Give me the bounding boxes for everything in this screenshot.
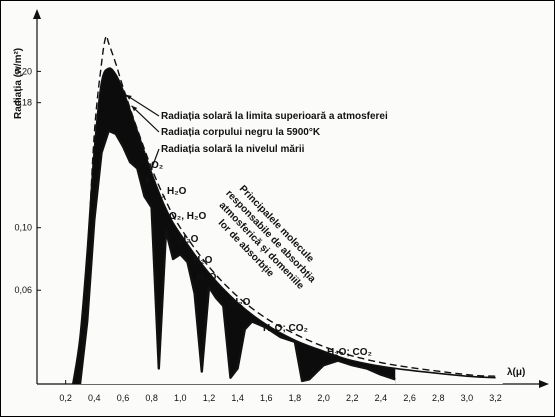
x-axis-arrow-icon: [539, 380, 549, 388]
x-tick-label: 3,2: [489, 393, 502, 403]
x-tick-label: 0,6: [117, 393, 130, 403]
absorption-gas-label: H₂O; CO₂: [263, 323, 308, 334]
curve-label-sea-level: Radiația solară la nivelul mării: [161, 144, 305, 155]
x-tick-label: 0,2: [59, 393, 72, 403]
series-line-blackbody: [79, 35, 496, 385]
x-tick-label: 0,4: [88, 393, 101, 403]
series-line-top-atmosphere: [72, 67, 496, 385]
y-tick-label: 0,20: [14, 66, 32, 76]
absorption-annotation: Principalele molecule responsabile de ab…: [216, 183, 318, 292]
gas-leader-line: [188, 258, 192, 266]
gas-leader-line: [176, 242, 184, 245]
leader-arrow-icon: [131, 105, 138, 112]
x-tick-label: 2,6: [403, 393, 416, 403]
leader-line: [145, 148, 160, 185]
tail-clear: [395, 305, 503, 384]
x-tick-label: 0,8: [145, 393, 158, 403]
y-tick-label: 0,10: [14, 223, 32, 233]
curve-label-blackbody: Radiația corpului negru la 5900°K: [161, 127, 321, 138]
leader-arrow-icon: [145, 177, 151, 184]
series-line-sea-level: [78, 129, 396, 385]
gas-leader-line: [157, 195, 166, 200]
x-tick-label: 3,0: [461, 393, 474, 403]
x-tick-label: 2,8: [432, 393, 445, 403]
leader-line: [125, 94, 160, 117]
absorption-gas-label: H₂O: [179, 234, 199, 245]
gas-leader-line: [228, 305, 235, 308]
absorption-gas-label: H₂O: [231, 297, 251, 308]
absorption-gas-label: O₂, H₂O: [169, 211, 206, 222]
x-tick-label: 1,0: [174, 393, 187, 403]
x-axis-title: λ(μ): [507, 367, 525, 378]
absorption-gas-label: H₂O: [167, 186, 187, 197]
absorption-gas-label: H₂O: [193, 255, 213, 266]
gas-leader-line: [166, 220, 171, 228]
leader-line: [131, 105, 160, 133]
leader-arrow-icon: [125, 94, 132, 100]
x-tick-label: 1,6: [260, 393, 273, 403]
x-tick-label: 2,0: [317, 393, 330, 403]
sea-level-area: [79, 130, 396, 384]
x-tick-label: 1,2: [203, 393, 216, 403]
absorption-gas-label: O₂: [151, 160, 163, 171]
y-tick-label: 0,18: [14, 98, 32, 108]
absorption-gas-label: H₂O; CO₂: [327, 347, 372, 358]
x-tick-label: 1,8: [289, 393, 302, 403]
y-axis-arrow-icon: [33, 9, 41, 19]
x-tick-label: 2,4: [375, 393, 388, 403]
gas-leader-line: [194, 274, 200, 283]
x-tick-label: 2,2: [346, 393, 359, 403]
curve-label-top-atmosphere: Radiația solară la limita superioară a a…: [161, 111, 388, 122]
y-axis-title: Radiația (w/m²): [13, 48, 24, 119]
y-tick-label: 0,06: [14, 285, 32, 295]
x-tick-label: 1,4: [231, 393, 244, 403]
absorption-gas-label: H₂O: [197, 272, 217, 283]
